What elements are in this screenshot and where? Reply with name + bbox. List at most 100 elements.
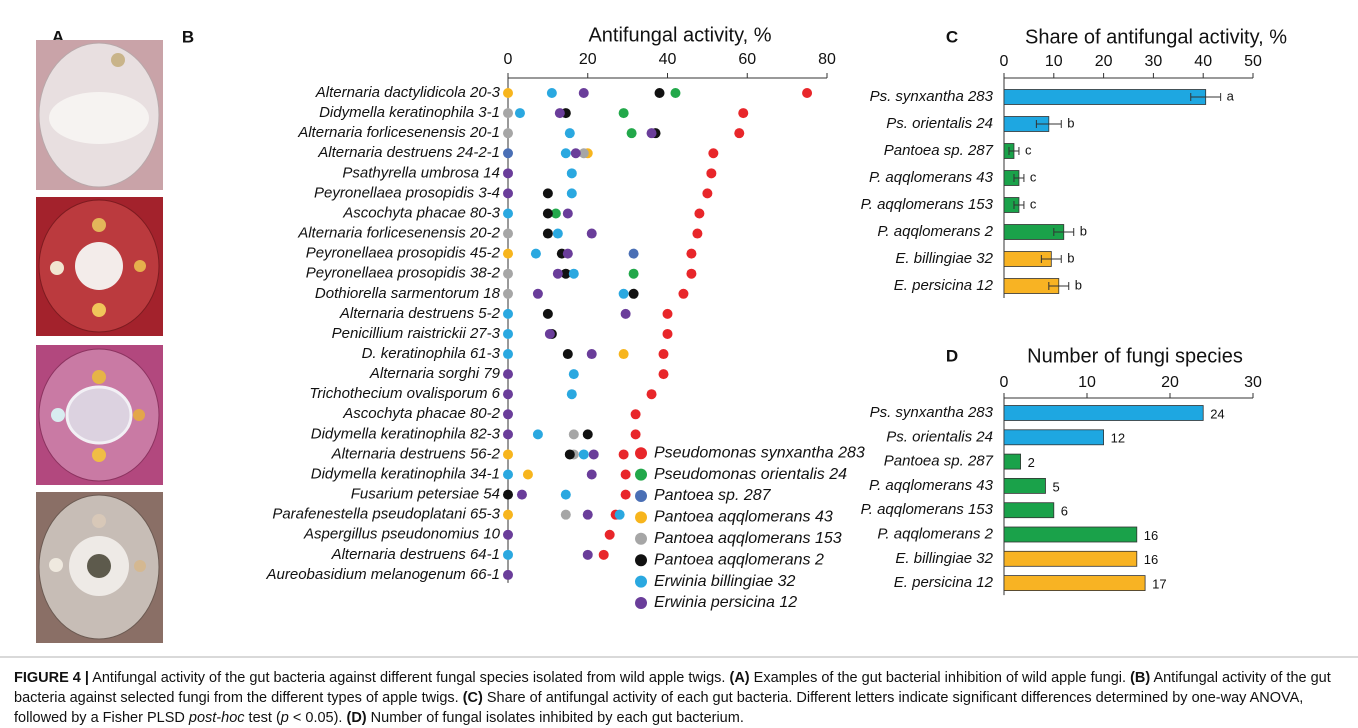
bar — [1003, 575, 1146, 591]
data-point — [542, 188, 553, 199]
error-bar — [1035, 120, 1062, 128]
data-point — [568, 268, 579, 279]
photo — [36, 40, 163, 190]
data-point — [692, 228, 703, 239]
category-label: Didymella keratinophila 82-3 — [311, 425, 501, 442]
data-point — [560, 489, 571, 500]
data-point — [503, 248, 513, 259]
data-point — [532, 429, 543, 440]
data-point — [503, 168, 513, 179]
category-label: Alternaria dactylidicola 20-3 — [315, 84, 501, 101]
data-point — [552, 228, 563, 239]
bar — [1003, 526, 1138, 543]
error-bar — [1013, 201, 1025, 209]
category-label: Trichothecium ovalisporum 6 — [309, 385, 500, 402]
caption-text: (D) — [346, 710, 367, 726]
data-point — [522, 469, 533, 480]
x-tick-label: 80 — [818, 51, 836, 68]
data-point — [620, 489, 631, 500]
category-label: E. billingiae 32 — [895, 550, 993, 567]
category-label: Didymella keratinophila 34-1 — [311, 465, 500, 482]
value-label: 6 — [1061, 504, 1068, 519]
data-point — [598, 549, 609, 560]
data-point — [568, 429, 579, 440]
data-point — [678, 288, 689, 299]
category-label: Alternaria destruens 64-1 — [331, 546, 500, 563]
data-point — [686, 268, 697, 279]
chart-title: Antifungal activity, % — [588, 24, 771, 46]
x-tick-label: 30 — [1244, 374, 1262, 391]
data-point — [662, 308, 673, 319]
x-tick-label: 20 — [1161, 374, 1179, 391]
significance-letter: b — [1075, 277, 1082, 292]
panel-label: C — [946, 27, 958, 46]
category-label: Alternaria destruens 24-2-1 — [317, 144, 500, 161]
caption-text: FIGURE 4 | — [14, 670, 89, 686]
caption-text: test ( — [244, 710, 281, 726]
data-point — [618, 288, 629, 299]
x-tick-label: 10 — [1045, 53, 1063, 70]
category-label: P. aqqlomerans 43 — [869, 477, 994, 494]
caption-text: (A) — [729, 670, 750, 686]
data-point — [503, 529, 513, 540]
value-label: 16 — [1144, 528, 1158, 543]
data-point — [542, 228, 553, 239]
data-point — [560, 148, 571, 159]
data-point — [542, 208, 553, 219]
category-label: Pantoea sp. 287 — [884, 142, 994, 159]
category-label: Aspergillus pseudonomius 10 — [303, 526, 501, 543]
data-point — [658, 369, 669, 380]
data-point — [566, 188, 577, 199]
data-point — [620, 308, 631, 319]
data-point — [503, 429, 513, 440]
bacterial-spot — [92, 303, 106, 317]
bar — [1003, 89, 1207, 105]
data-point — [618, 108, 629, 119]
caption-text: Antifungal activity of the gut bacteria … — [14, 670, 1335, 706]
value-label: 24 — [1210, 406, 1224, 421]
category-label: Psathyrella umbrosa 14 — [342, 164, 500, 181]
data-point — [560, 509, 571, 520]
category-label: E. persicina 12 — [894, 277, 994, 294]
data-point — [582, 549, 593, 560]
value-label: 2 — [1028, 455, 1035, 470]
data-point — [620, 469, 631, 480]
legend-label: Erwinia persicina 12 — [654, 594, 797, 611]
category-label: Ascochyta phacae 80-2 — [342, 405, 500, 422]
data-point — [503, 228, 513, 239]
legend-marker — [635, 511, 647, 524]
data-point — [670, 88, 681, 98]
bacterial-spot — [50, 261, 64, 275]
category-label: P. aqqlomerans 2 — [877, 223, 993, 240]
data-point — [662, 328, 673, 339]
legend-label: Pseudomonas orientalis 24 — [654, 466, 847, 483]
legend-marker — [635, 597, 647, 609]
category-label: E. billingiae 32 — [895, 250, 993, 267]
data-point — [564, 128, 575, 139]
bacterial-spot — [134, 260, 146, 272]
data-point — [738, 108, 749, 119]
bar — [1003, 429, 1104, 446]
data-point — [503, 268, 513, 279]
fungal-colony — [65, 385, 133, 445]
category-label: Ps. orientalis 24 — [886, 428, 993, 445]
data-point — [604, 529, 615, 540]
data-point — [503, 308, 513, 319]
bacterial-spot — [92, 448, 106, 462]
category-label: E. persicina 12 — [894, 574, 994, 591]
category-label: Aureobasidium melanogenum 66-1 — [266, 566, 500, 583]
category-label: P. aqqlomerans 2 — [877, 525, 993, 542]
data-point — [503, 349, 513, 360]
data-point — [694, 208, 705, 219]
category-label: Pantoea sp. 287 — [884, 453, 994, 470]
error-bar — [1190, 93, 1222, 101]
x-tick-label: 0 — [1000, 374, 1009, 391]
x-tick-label: 50 — [1244, 53, 1262, 70]
data-point — [550, 208, 561, 219]
error-bar — [1013, 174, 1025, 182]
bar — [1003, 477, 1046, 494]
data-point — [578, 449, 589, 460]
legend-marker — [635, 532, 647, 545]
category-label: Peyronellaea prosopidis 45-2 — [306, 245, 501, 262]
data-point — [503, 128, 513, 139]
